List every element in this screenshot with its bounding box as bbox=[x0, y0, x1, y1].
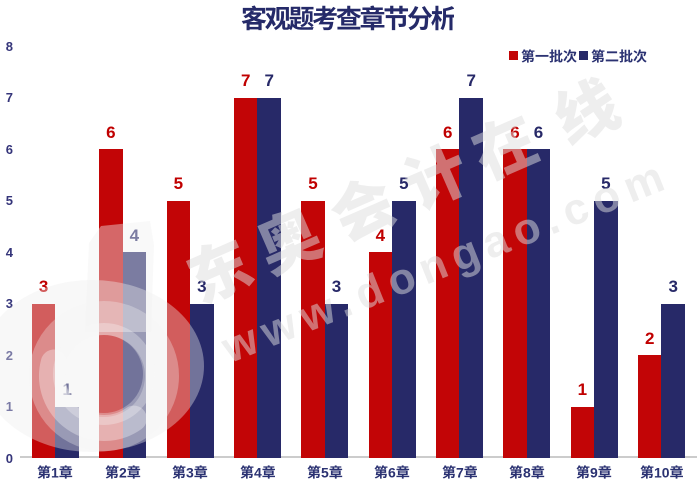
svg-text:8: 8 bbox=[523, 465, 531, 479]
svg-text:4: 4 bbox=[254, 465, 262, 479]
svg-text:5: 5 bbox=[321, 465, 329, 479]
svg-text:1: 1 bbox=[654, 465, 662, 479]
svg-text:6: 6 bbox=[388, 465, 396, 479]
svg-text:3: 3 bbox=[186, 465, 194, 479]
svg-text:7: 7 bbox=[456, 465, 464, 479]
svg-text:9: 9 bbox=[590, 465, 598, 479]
svg-text:2: 2 bbox=[119, 465, 127, 479]
svg-text:0: 0 bbox=[661, 465, 669, 479]
svg-text:1: 1 bbox=[51, 465, 59, 479]
